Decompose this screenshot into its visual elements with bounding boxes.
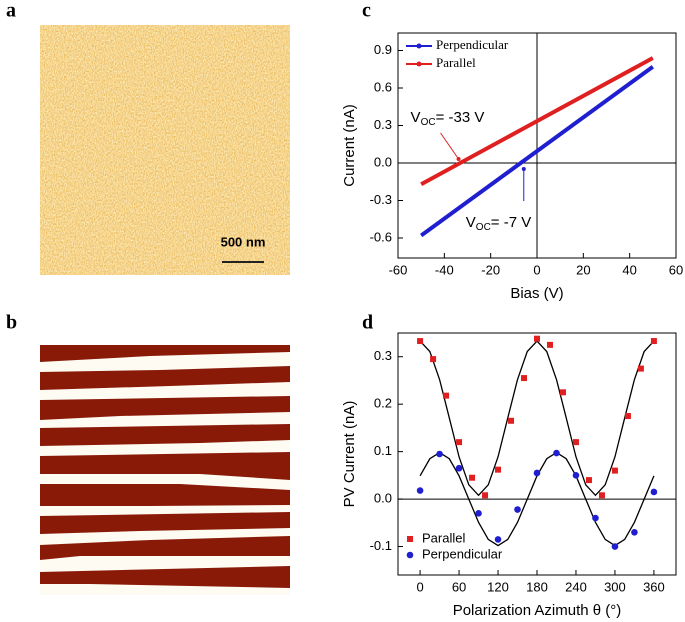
x-tick-label: 0 bbox=[533, 262, 540, 277]
y-tick-label: 0.3 bbox=[374, 348, 392, 363]
data-point bbox=[559, 389, 566, 396]
x-tick-label: 60 bbox=[452, 579, 466, 594]
legend-label: Parallel bbox=[436, 55, 476, 70]
x-tick-label: 40 bbox=[622, 262, 636, 277]
data-point bbox=[475, 510, 482, 517]
panel-label: a bbox=[6, 0, 16, 22]
data-point bbox=[650, 338, 657, 345]
legend-label: Perpendicular bbox=[422, 546, 503, 561]
data-point bbox=[417, 338, 424, 345]
x-tick-label: 180 bbox=[526, 579, 548, 594]
y-axis-label: PV Current (nA) bbox=[341, 401, 358, 508]
legend-marker bbox=[416, 43, 422, 49]
panel-label: d bbox=[362, 312, 373, 334]
data-point bbox=[443, 392, 450, 399]
series-line bbox=[419, 65, 655, 238]
y-tick-label: -0.3 bbox=[370, 192, 392, 207]
data-point bbox=[585, 477, 592, 484]
data-point bbox=[495, 466, 502, 473]
data-point bbox=[456, 439, 463, 446]
annotation-part: = -33 V bbox=[436, 109, 485, 126]
data-point bbox=[521, 375, 528, 382]
data-point bbox=[436, 450, 443, 458]
y-tick-label: 0.3 bbox=[374, 117, 392, 132]
data-point bbox=[494, 536, 502, 543]
data-point bbox=[572, 472, 580, 479]
legend-marker bbox=[407, 536, 413, 542]
y-tick-label: 0.9 bbox=[374, 42, 392, 57]
annotation-sub: OC bbox=[421, 117, 436, 128]
data-point bbox=[553, 449, 560, 457]
afm-image: 500 nm bbox=[40, 25, 290, 275]
data-point bbox=[598, 492, 605, 499]
annotation-arrow bbox=[440, 132, 459, 160]
data-point bbox=[611, 467, 618, 474]
annotation-sub: OC bbox=[476, 222, 491, 233]
x-tick-label: -40 bbox=[435, 262, 454, 277]
series-line bbox=[420, 56, 654, 187]
data-point bbox=[533, 469, 541, 477]
data-point bbox=[469, 474, 476, 481]
panel-label: b bbox=[6, 312, 17, 334]
data-point bbox=[546, 341, 553, 348]
data-point bbox=[624, 413, 631, 420]
x-tick-label: 20 bbox=[576, 262, 590, 277]
data-point bbox=[611, 543, 619, 550]
y-axis-label: Current (nA) bbox=[341, 104, 358, 187]
annotation-part: = -7 V bbox=[491, 214, 531, 231]
legend-marker bbox=[416, 61, 422, 67]
y-tick-label: 0.1 bbox=[374, 443, 392, 458]
data-point bbox=[416, 487, 424, 494]
x-axis-label: Bias (V) bbox=[510, 285, 563, 302]
data-point bbox=[455, 464, 463, 472]
data-point bbox=[572, 439, 579, 446]
data-point bbox=[631, 528, 638, 536]
y-tick-label: 0.2 bbox=[374, 396, 392, 411]
x-tick-label: 240 bbox=[565, 579, 587, 594]
x-tick-label: -60 bbox=[389, 262, 408, 277]
x-tick-label: 0 bbox=[416, 579, 423, 594]
y-tick-label: 0.0 bbox=[374, 154, 392, 169]
data-point bbox=[637, 365, 644, 372]
x-tick-label: 60 bbox=[669, 262, 683, 277]
y-tick-label: -0.1 bbox=[370, 538, 392, 553]
annotation-arrow-head bbox=[456, 157, 461, 161]
legend-marker bbox=[406, 551, 414, 559]
domain-image bbox=[40, 345, 290, 595]
y-tick-label: 0.6 bbox=[374, 79, 392, 94]
x-tick-label: 300 bbox=[604, 579, 626, 594]
annotation-part: V bbox=[466, 214, 476, 231]
data-point bbox=[482, 492, 489, 499]
y-tick-label: 0.0 bbox=[374, 491, 392, 506]
data-point bbox=[514, 506, 521, 513]
data-point bbox=[592, 514, 599, 522]
data-point bbox=[508, 417, 515, 424]
data-point bbox=[650, 488, 658, 496]
data-point bbox=[430, 356, 437, 363]
y-tick-label: -0.6 bbox=[370, 229, 392, 244]
annotation-part: V bbox=[411, 109, 421, 126]
data-point bbox=[534, 335, 540, 342]
annotation: VOC= -33 V bbox=[411, 109, 485, 128]
annotation: VOC= -7 V bbox=[466, 214, 531, 233]
x-axis-label: Polarization Azimuth θ (°) bbox=[453, 602, 622, 619]
scale-label: 500 nm bbox=[221, 234, 266, 249]
legend-label: Perpendicular bbox=[436, 37, 509, 52]
legend-label: Parallel bbox=[422, 530, 465, 545]
annotation-arrow-head bbox=[521, 167, 526, 171]
panel-label: c bbox=[362, 0, 371, 22]
x-tick-label: -20 bbox=[481, 262, 500, 277]
x-tick-label: 120 bbox=[487, 579, 509, 594]
x-tick-label: 360 bbox=[643, 579, 665, 594]
